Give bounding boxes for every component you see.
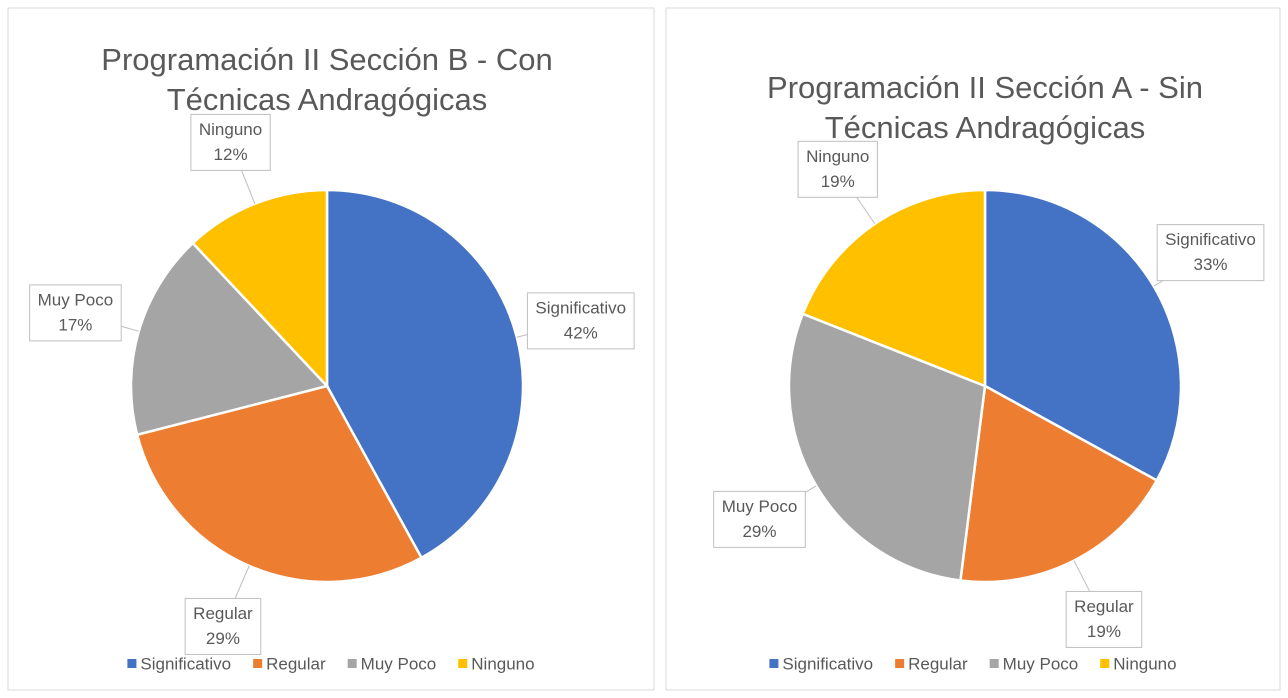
legend-swatch bbox=[127, 659, 137, 668]
legend-swatch bbox=[1100, 659, 1110, 668]
data-label-value: 19% bbox=[1087, 622, 1121, 641]
data-label: Regular 19% bbox=[1065, 590, 1143, 648]
data-label: Ninguno 12% bbox=[190, 113, 271, 171]
legend-label: Ninguno bbox=[1113, 654, 1176, 673]
legend-label: Muy Poco bbox=[361, 654, 437, 673]
pie-slice bbox=[129, 241, 330, 437]
data-label-value: 12% bbox=[214, 145, 248, 164]
data-label-box bbox=[713, 490, 806, 548]
data-label: Regular 29% bbox=[184, 597, 262, 655]
data-label-box bbox=[1156, 224, 1265, 282]
data-label: Significativo 42% bbox=[526, 292, 635, 350]
legend-swatch bbox=[989, 659, 999, 668]
legend-swatch bbox=[895, 659, 905, 668]
data-label-box bbox=[184, 597, 262, 655]
data-label-box bbox=[190, 113, 271, 171]
pie-slice bbox=[983, 188, 1183, 483]
legend-label: Ninguno bbox=[471, 654, 534, 673]
legend-swatch bbox=[347, 659, 357, 668]
pie-slice bbox=[135, 384, 424, 584]
data-label: Muy Poco 29% bbox=[713, 490, 806, 548]
data-label-value: 42% bbox=[564, 323, 598, 342]
data-label: Ninguno 19% bbox=[797, 140, 878, 198]
chart-title: Programación II Sección A - Sin Técnicas… bbox=[767, 70, 1203, 145]
pie-slice bbox=[325, 188, 525, 560]
data-label-box bbox=[1065, 590, 1143, 648]
data-label-value: 17% bbox=[58, 315, 92, 334]
data-label-box bbox=[797, 140, 878, 198]
data-label-value: 29% bbox=[742, 522, 776, 541]
chart-title: Programación II Sección B - Con Técnicas… bbox=[101, 42, 553, 117]
data-label-category: Significativo bbox=[535, 298, 626, 317]
data-label-category: Ninguno bbox=[806, 147, 869, 166]
legend-label: Significativo bbox=[140, 654, 231, 673]
legend-label: Muy Poco bbox=[1003, 654, 1079, 673]
legend-label: Regular bbox=[908, 654, 968, 673]
pie-slice bbox=[801, 188, 987, 388]
data-label-category: Muy Poco bbox=[722, 497, 798, 516]
data-label-box bbox=[29, 284, 122, 342]
data-label-category: Ninguno bbox=[199, 120, 262, 139]
data-label-category: Muy Poco bbox=[38, 290, 114, 309]
data-label-value: 33% bbox=[1193, 255, 1227, 274]
data-label-category: Regular bbox=[193, 604, 253, 623]
legend-label: Regular bbox=[266, 654, 326, 673]
legend-swatch bbox=[458, 659, 468, 668]
legend-swatch bbox=[769, 659, 779, 668]
data-label-value: 19% bbox=[821, 172, 855, 191]
data-label-box bbox=[526, 292, 635, 350]
data-label-category: Significativo bbox=[1165, 230, 1256, 249]
legend-swatch bbox=[253, 659, 263, 668]
data-label: Muy Poco 17% bbox=[29, 284, 122, 342]
data-label: Significativo 33% bbox=[1156, 224, 1265, 282]
data-label-value: 29% bbox=[206, 629, 240, 648]
legend-label: Significativo bbox=[782, 654, 873, 673]
pie-slice bbox=[787, 312, 987, 582]
data-label-category: Regular bbox=[1074, 597, 1134, 616]
pie-slice bbox=[959, 384, 1159, 584]
pie-slice bbox=[191, 188, 329, 390]
